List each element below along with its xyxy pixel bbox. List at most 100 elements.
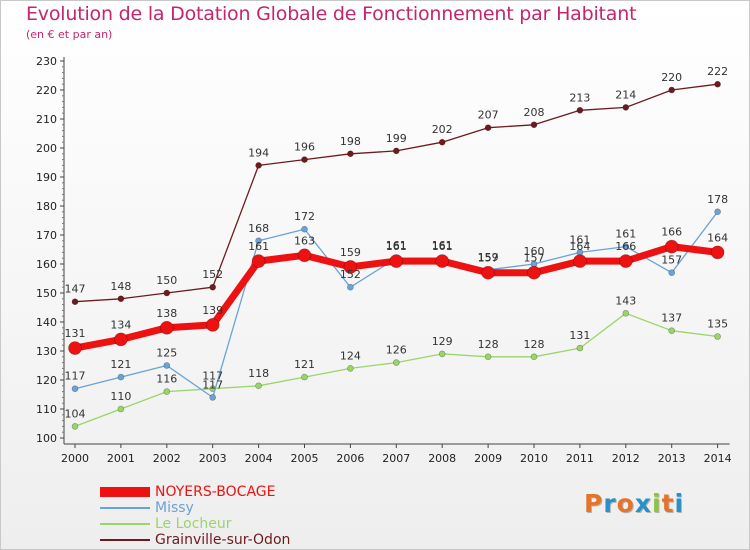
- data-point-grainville-sur-odon: [347, 150, 354, 158]
- data-label-missy: 159: [478, 251, 499, 264]
- x-tick-label: 2013: [658, 452, 686, 465]
- data-label-noyers-bocage: 161: [432, 240, 453, 253]
- data-point-le-locheur: [438, 350, 446, 358]
- data-label-grainville-sur-odon: 222: [707, 65, 728, 78]
- x-tick-label: 2006: [336, 452, 364, 465]
- data-label-noyers-bocage: 161: [248, 240, 269, 253]
- proxiti-logo: Proxiti: [584, 489, 685, 518]
- y-tick-label: 110: [36, 403, 57, 416]
- data-point-le-locheur: [117, 405, 125, 413]
- data-label-le-locheur: 110: [110, 390, 131, 403]
- x-tick-label: 2008: [428, 452, 456, 465]
- data-label-noyers-bocage: 157: [478, 252, 499, 265]
- x-tick-label: 2005: [291, 452, 319, 465]
- data-label-le-locheur: 117: [202, 370, 223, 383]
- data-label-grainville-sur-odon: 214: [615, 88, 636, 101]
- y-tick-label: 120: [36, 374, 57, 387]
- data-label-noyers-bocage: 166: [615, 240, 636, 253]
- legend-label: Le Locheur: [155, 516, 232, 532]
- data-label-noyers-bocage: 164: [707, 231, 728, 244]
- data-label-noyers-bocage: 163: [294, 234, 315, 247]
- data-label-noyers-bocage: 139: [202, 304, 223, 317]
- data-label-grainville-sur-odon: 202: [432, 123, 453, 136]
- data-point-noyers-bocage: [68, 341, 82, 355]
- y-tick-label: 100: [36, 432, 57, 445]
- data-label-grainville-sur-odon: 208: [524, 106, 545, 119]
- legend-swatch: [100, 523, 150, 525]
- data-label-missy: 168: [248, 222, 269, 235]
- x-tick-label: 2007: [382, 452, 410, 465]
- data-label-le-locheur: 121: [294, 358, 315, 371]
- data-point-le-locheur: [530, 353, 538, 361]
- x-tick-label: 2003: [199, 452, 227, 465]
- data-label-grainville-sur-odon: 213: [569, 91, 590, 104]
- data-point-noyers-bocage: [389, 254, 404, 268]
- data-label-noyers-bocage: 138: [156, 307, 177, 320]
- data-label-noyers-bocage: 131: [65, 327, 86, 340]
- data-point-missy: [714, 208, 721, 216]
- x-tick-label: 2014: [704, 452, 732, 465]
- x-tick-label: 2012: [612, 452, 640, 465]
- data-label-le-locheur: 128: [524, 338, 545, 351]
- data-point-noyers-bocage: [160, 320, 174, 335]
- data-label-le-locheur: 128: [478, 338, 499, 351]
- data-point-grainville-sur-odon: [117, 295, 125, 303]
- data-point-missy: [209, 394, 216, 401]
- series-line-grainville-sur-odon: [74, 83, 718, 303]
- data-point-missy: [71, 385, 79, 393]
- data-point-grainville-sur-odon: [576, 107, 584, 114]
- data-label-missy: 117: [65, 370, 86, 383]
- data-point-noyers-bocage: [251, 254, 266, 268]
- data-label-missy: 117: [202, 378, 223, 391]
- data-point-missy: [163, 362, 171, 369]
- data-label-grainville-sur-odon: 220: [661, 71, 682, 84]
- data-point-missy: [622, 243, 630, 250]
- data-label-missy: 178: [707, 193, 728, 206]
- x-tick-label: 2009: [474, 452, 502, 465]
- y-tick-label: 220: [36, 84, 57, 97]
- data-label-grainville-sur-odon: 199: [386, 132, 407, 145]
- data-point-grainville-sur-odon: [714, 80, 721, 88]
- data-point-le-locheur: [347, 365, 354, 372]
- data-label-grainville-sur-odon: 147: [65, 283, 86, 296]
- chart-subtitle: (en € et par an): [26, 28, 113, 41]
- data-point-missy: [668, 269, 676, 277]
- data-point-grainville-sur-odon: [530, 121, 538, 129]
- y-tick-label: 230: [36, 55, 57, 68]
- y-tick-label: 190: [36, 171, 57, 184]
- data-label-le-locheur: 118: [248, 367, 269, 380]
- data-point-grainville-sur-odon: [163, 289, 171, 297]
- x-tick-label: 2000: [61, 452, 89, 465]
- data-label-grainville-sur-odon: 150: [156, 274, 177, 287]
- data-point-noyers-bocage: [710, 245, 725, 260]
- y-tick-label: 170: [36, 229, 57, 242]
- data-point-noyers-bocage: [664, 239, 679, 254]
- y-tick-label: 180: [36, 200, 57, 213]
- data-label-le-locheur: 104: [65, 407, 86, 420]
- data-label-missy: 161: [569, 233, 590, 246]
- legend-swatch: [100, 487, 150, 497]
- y-tick-label: 210: [36, 113, 57, 126]
- data-point-noyers-bocage: [618, 254, 633, 268]
- data-point-grainville-sur-odon: [301, 156, 308, 163]
- data-point-le-locheur: [576, 344, 584, 352]
- data-point-grainville-sur-odon: [392, 147, 400, 155]
- data-label-missy: 160: [524, 245, 545, 258]
- data-point-le-locheur: [668, 327, 676, 335]
- data-label-le-locheur: 137: [661, 312, 682, 325]
- legend-label: Missy: [155, 500, 194, 516]
- line-chart: 100 110 120 130 140 150 160 170 180 190 200 210 220 2…: [36, 55, 732, 465]
- data-label-missy: 125: [156, 347, 177, 360]
- data-point-grainville-sur-odon: [484, 124, 492, 131]
- x-tick-label: 2010: [520, 452, 548, 465]
- data-label-le-locheur: 124: [340, 349, 361, 362]
- data-label-noyers-bocage: 134: [110, 318, 131, 331]
- data-label-noyers-bocage: 161: [386, 240, 407, 253]
- data-point-noyers-bocage: [573, 254, 587, 268]
- y-tick-label: 140: [36, 316, 57, 329]
- x-tick-label: 2002: [153, 452, 181, 465]
- data-label-le-locheur: 131: [569, 329, 590, 342]
- data-point-noyers-bocage: [297, 248, 312, 263]
- data-label-noyers-bocage: 166: [661, 226, 682, 239]
